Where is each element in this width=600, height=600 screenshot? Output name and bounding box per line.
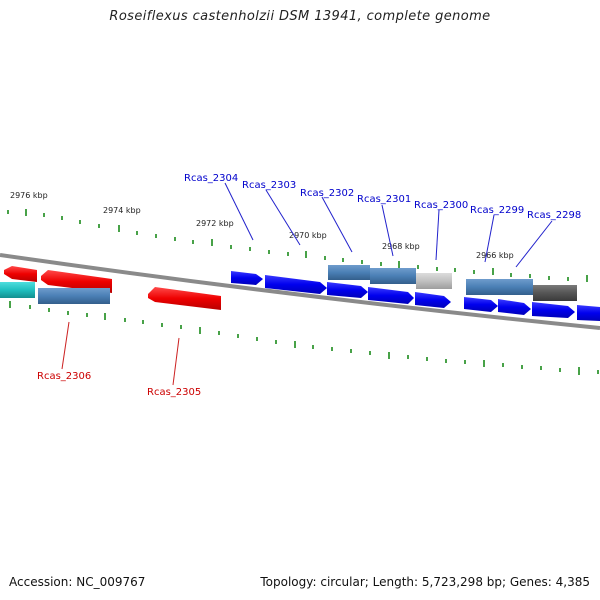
- scale-label: 2972 kbp: [196, 219, 234, 228]
- scale-label: 2966 kbp: [476, 251, 514, 260]
- gene-feature[interactable]: [464, 297, 498, 312]
- scale-ticks-upper: [7, 209, 588, 282]
- scale-label: 2976 kbp: [10, 191, 48, 200]
- gene-feature[interactable]: [368, 287, 414, 304]
- gene-feature[interactable]: [370, 268, 416, 284]
- gene-label[interactable]: Rcas_2299: [470, 205, 524, 216]
- gene-feature[interactable]: [265, 275, 327, 294]
- gene-feature[interactable]: [148, 287, 221, 310]
- gene-feature[interactable]: [415, 292, 451, 308]
- gene-feature[interactable]: [466, 279, 533, 295]
- scale-label: 2970 kbp: [289, 231, 327, 240]
- gene-label[interactable]: Rcas_2300: [414, 200, 468, 211]
- gene-feature[interactable]: [328, 265, 370, 280]
- gene-feature[interactable]: [41, 270, 112, 293]
- label-leader-lines: [61, 182, 553, 386]
- map-title: Roseiflexus castenholzii DSM 13941, comp…: [109, 9, 491, 24]
- gene-feature[interactable]: [498, 299, 531, 315]
- gene-label[interactable]: Rcas_2305: [147, 387, 201, 398]
- gene-label[interactable]: Rcas_2306: [37, 371, 91, 382]
- gene-label[interactable]: Rcas_2298: [527, 210, 581, 221]
- gene-label[interactable]: Rcas_2302: [300, 188, 354, 199]
- gene-feature[interactable]: [4, 266, 37, 282]
- genome-summary-text: Topology: circular; Length: 5,723,298 bp…: [260, 575, 590, 589]
- gene-feature[interactable]: [532, 302, 575, 318]
- reverse-strand-genes: [0, 282, 600, 321]
- forward-strand-genes: [4, 265, 577, 301]
- genome-backbone: [0, 253, 600, 330]
- gene-label[interactable]: Rcas_2304: [184, 173, 238, 184]
- gene-feature[interactable]: [577, 305, 600, 321]
- gene-feature[interactable]: [533, 285, 577, 301]
- gene-feature[interactable]: [416, 273, 452, 289]
- gene-feature[interactable]: [327, 282, 368, 298]
- gene-label[interactable]: Rcas_2303: [242, 180, 296, 191]
- gene-label[interactable]: Rcas_2301: [357, 194, 411, 205]
- scale-label: 2968 kbp: [382, 242, 420, 251]
- gene-feature[interactable]: [38, 288, 110, 304]
- scale-ticks-lower: [9, 301, 599, 375]
- gene-feature[interactable]: [231, 271, 263, 285]
- scale-label: 2974 kbp: [103, 206, 141, 215]
- gene-feature[interactable]: [0, 282, 35, 298]
- accession-text: Accession: NC_009767: [9, 575, 146, 589]
